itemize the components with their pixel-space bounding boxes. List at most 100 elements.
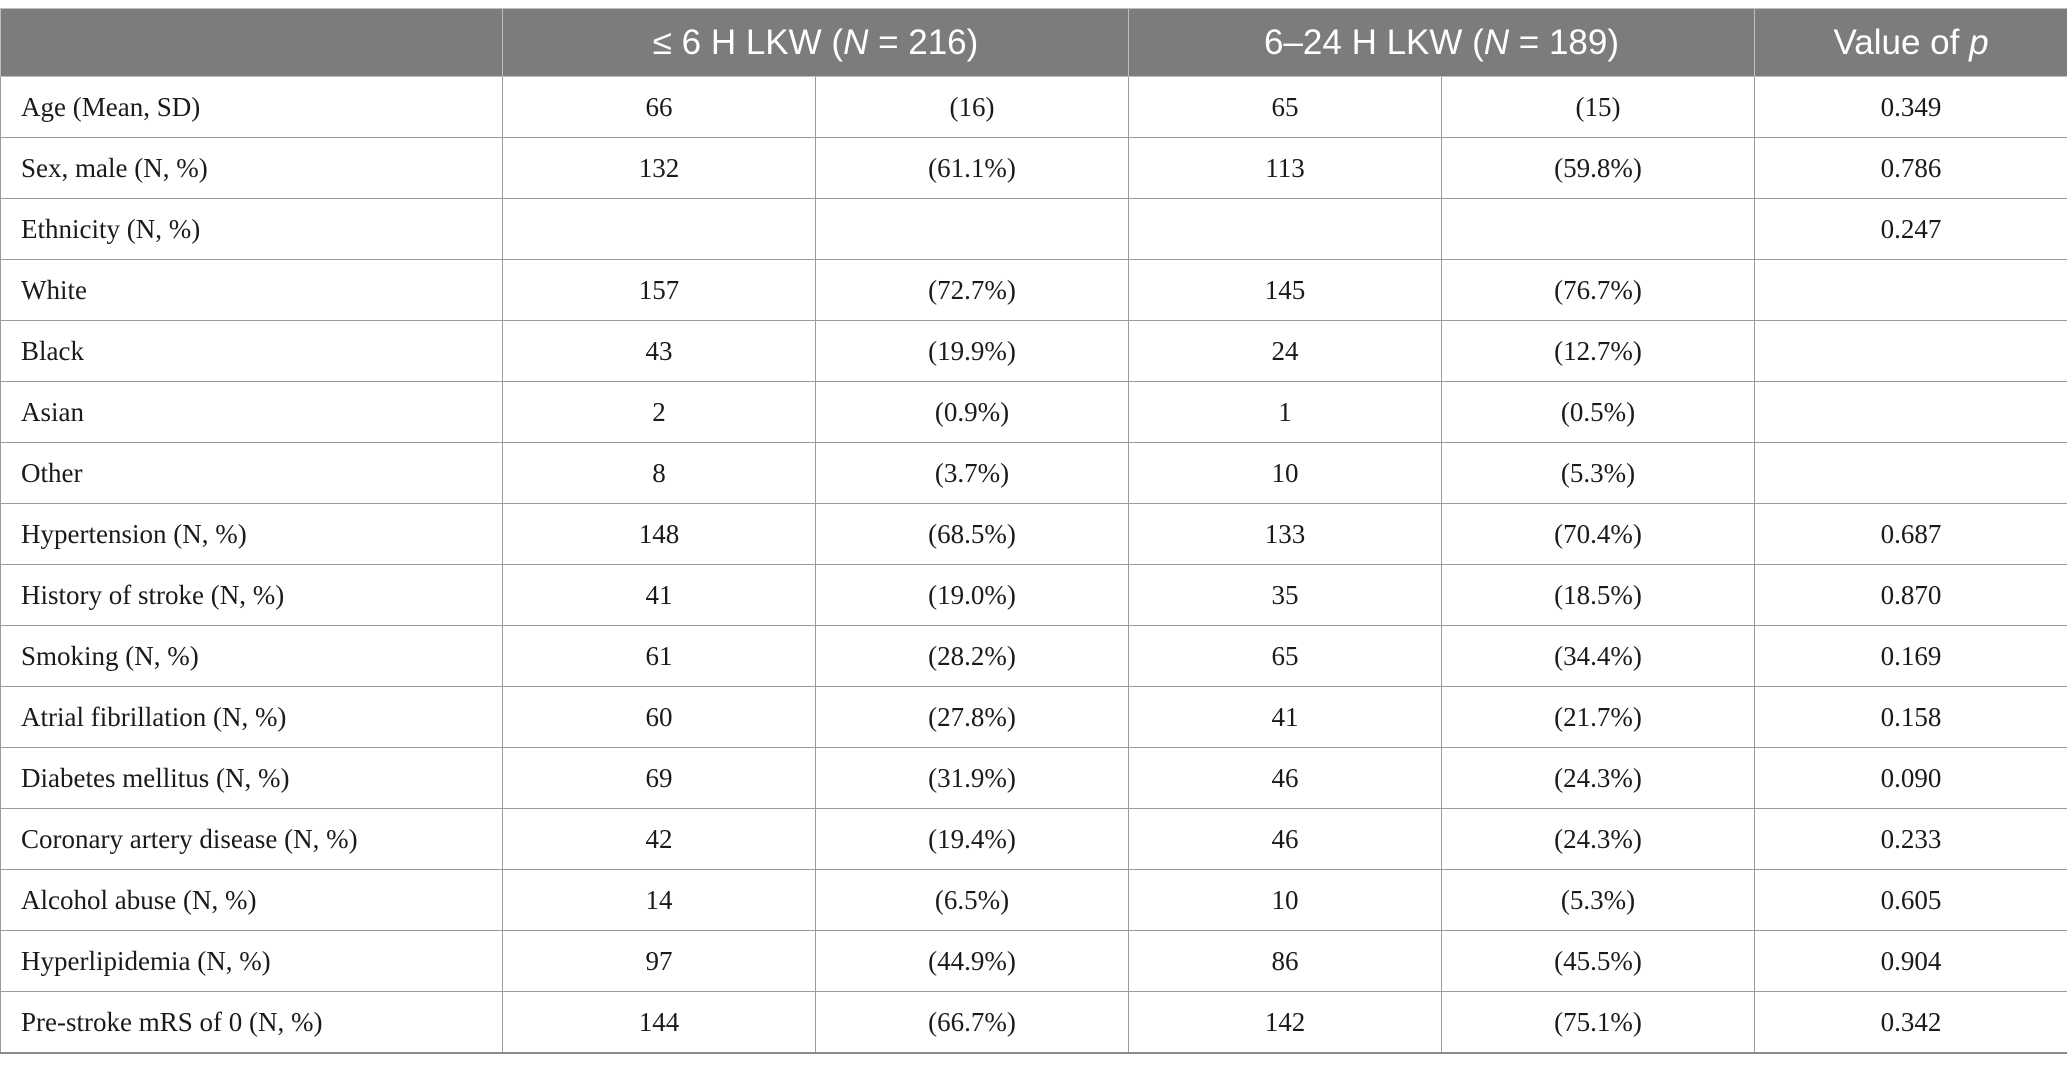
- p-value: [1754, 320, 2067, 382]
- row-label: Coronary artery disease (N, %): [0, 808, 503, 870]
- row-label: Black: [0, 320, 503, 382]
- group2-percent: (0.5%): [1440, 381, 1756, 443]
- p-value: 0.605: [1754, 869, 2067, 931]
- table-row: History of stroke (N, %) 41 (19.0%) 35 (…: [0, 564, 2067, 626]
- p-value: [1754, 381, 2067, 443]
- p-value: 0.090: [1754, 747, 2067, 809]
- row-label: Atrial fibrillation (N, %): [0, 686, 503, 748]
- group2-percent: (70.4%): [1440, 503, 1756, 565]
- row-label: Sex, male (N, %): [0, 137, 503, 199]
- group1-percent: (44.9%): [815, 930, 1129, 992]
- row-label: Alcohol abuse (N, %): [0, 869, 503, 931]
- table-row: Hypertension (N, %) 148 (68.5%) 133 (70.…: [0, 503, 2067, 565]
- group2-percent: (24.3%): [1440, 747, 1756, 809]
- group2-count: 145: [1128, 259, 1442, 321]
- group1-percent: (72.7%): [815, 259, 1129, 321]
- header-pvalue-prefix: Value of: [1833, 22, 1970, 62]
- baseline-characteristics-table-container: ≤ 6 H LKW (N = 216) 6–24 H LKW (N = 189)…: [0, 8, 2067, 1054]
- group2-count: 113: [1128, 137, 1442, 199]
- group1-count: 97: [502, 930, 816, 992]
- group2-count: 1: [1128, 381, 1442, 443]
- table-header: ≤ 6 H LKW (N = 216) 6–24 H LKW (N = 189)…: [0, 8, 2067, 77]
- group1-percent: (16): [815, 76, 1129, 138]
- header-group-le6h-n-value: = 216): [868, 22, 979, 62]
- group1-count: 148: [502, 503, 816, 565]
- p-value: 0.687: [1754, 503, 2067, 565]
- p-value: 0.786: [1754, 137, 2067, 199]
- group1-count: 132: [502, 137, 816, 199]
- row-label: Smoking (N, %): [0, 625, 503, 687]
- table-row: Pre-stroke mRS of 0 (N, %) 144 (66.7%) 1…: [0, 991, 2067, 1054]
- group2-percent: (34.4%): [1440, 625, 1756, 687]
- table-row: Sex, male (N, %) 132 (61.1%) 113 (59.8%)…: [0, 137, 2067, 199]
- row-label: Hyperlipidemia (N, %): [0, 930, 503, 992]
- header-pvalue-symbol: p: [1969, 22, 1989, 62]
- p-value: 0.904: [1754, 930, 2067, 992]
- row-label: Pre-stroke mRS of 0 (N, %): [0, 991, 503, 1054]
- header-group-le6h-n-symbol: N: [843, 22, 869, 62]
- p-value: 0.247: [1754, 198, 2067, 260]
- row-label: Ethnicity (N, %): [0, 198, 503, 260]
- row-label: Age (Mean, SD): [0, 76, 503, 138]
- header-group-6-24h-prefix: 6–24 H LKW (: [1263, 22, 1484, 62]
- group1-count: 8: [502, 442, 816, 504]
- group1-percent: (61.1%): [815, 137, 1129, 199]
- header-group-6-24h: 6–24 H LKW (N = 189): [1127, 8, 1756, 77]
- group1-percent: (19.9%): [815, 320, 1129, 382]
- group2-percent: (59.8%): [1440, 137, 1756, 199]
- group2-percent: (45.5%): [1440, 930, 1756, 992]
- header-variable: [0, 8, 503, 77]
- group2-count: 142: [1128, 991, 1442, 1054]
- table-row: Asian 2 (0.9%) 1 (0.5%): [0, 381, 2067, 443]
- group2-percent: (18.5%): [1440, 564, 1756, 626]
- table-row: Diabetes mellitus (N, %) 69 (31.9%) 46 (…: [0, 747, 2067, 809]
- group1-percent: [815, 198, 1129, 260]
- group2-percent: (15): [1440, 76, 1756, 138]
- group2-percent: (24.3%): [1440, 808, 1756, 870]
- p-value: [1754, 442, 2067, 504]
- group2-count: 35: [1128, 564, 1442, 626]
- group1-count: 41: [502, 564, 816, 626]
- group2-count: 10: [1128, 442, 1442, 504]
- header-row: ≤ 6 H LKW (N = 216) 6–24 H LKW (N = 189)…: [0, 8, 2067, 77]
- table-row: Age (Mean, SD) 66 (16) 65 (15) 0.349: [0, 76, 2067, 138]
- group2-count: 133: [1128, 503, 1442, 565]
- group1-count: 2: [502, 381, 816, 443]
- group2-count: 10: [1128, 869, 1442, 931]
- group1-percent: (28.2%): [815, 625, 1129, 687]
- group1-percent: (27.8%): [815, 686, 1129, 748]
- group2-count: 86: [1128, 930, 1442, 992]
- group1-count: 69: [502, 747, 816, 809]
- table-row: Hyperlipidemia (N, %) 97 (44.9%) 86 (45.…: [0, 930, 2067, 992]
- group1-percent: (19.4%): [815, 808, 1129, 870]
- p-value: 0.169: [1754, 625, 2067, 687]
- p-value: 0.158: [1754, 686, 2067, 748]
- group2-percent: [1440, 198, 1756, 260]
- group2-count: 65: [1128, 76, 1442, 138]
- group1-percent: (66.7%): [815, 991, 1129, 1054]
- group2-percent: (75.1%): [1440, 991, 1756, 1054]
- group2-percent: (5.3%): [1440, 442, 1756, 504]
- table-row: Coronary artery disease (N, %) 42 (19.4%…: [0, 808, 2067, 870]
- group2-percent: (21.7%): [1440, 686, 1756, 748]
- group1-count: 61: [502, 625, 816, 687]
- table-row: White 157 (72.7%) 145 (76.7%): [0, 259, 2067, 321]
- table-row: Other 8 (3.7%) 10 (5.3%): [0, 442, 2067, 504]
- table-row: Atrial fibrillation (N, %) 60 (27.8%) 41…: [0, 686, 2067, 748]
- group1-count: 43: [502, 320, 816, 382]
- row-label: White: [0, 259, 503, 321]
- header-group-le6h-prefix: ≤ 6 H LKW (: [652, 22, 844, 62]
- group1-count: 42: [502, 808, 816, 870]
- row-label: Diabetes mellitus (N, %): [0, 747, 503, 809]
- baseline-characteristics-table: ≤ 6 H LKW (N = 216) 6–24 H LKW (N = 189)…: [0, 8, 2067, 1054]
- header-group-6-24h-n-value: = 189): [1509, 22, 1620, 62]
- group2-count: 46: [1128, 747, 1442, 809]
- row-label: Asian: [0, 381, 503, 443]
- p-value: 0.233: [1754, 808, 2067, 870]
- group2-count: 65: [1128, 625, 1442, 687]
- group1-percent: (31.9%): [815, 747, 1129, 809]
- table-row: Black 43 (19.9%) 24 (12.7%): [0, 320, 2067, 382]
- group2-count: 46: [1128, 808, 1442, 870]
- table-row: Ethnicity (N, %) 0.247: [0, 198, 2067, 260]
- group2-count: 24: [1128, 320, 1442, 382]
